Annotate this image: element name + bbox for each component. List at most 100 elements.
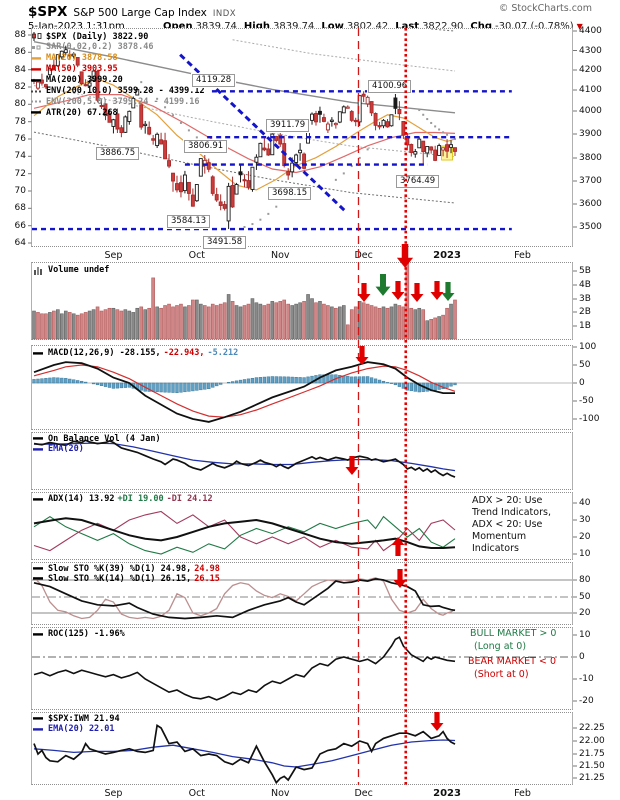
x-axis-month-label: Dec	[354, 249, 373, 261]
price-annotation: 3911.79	[266, 119, 310, 132]
adx-note-line5: Indicators	[472, 543, 519, 554]
price-right-axis-label: 4200	[579, 65, 602, 75]
main-legend-row: ATR(20) 67.268	[31, 108, 118, 118]
legend-text: On Balance Vol (4 Jan)	[48, 433, 161, 444]
macd-legend-row: MACD(12,26,9) -28.155, -22.943, -5.212	[33, 348, 238, 358]
price-right-axis-label: 3800	[579, 153, 602, 163]
price-left-axis-label: 84	[14, 64, 26, 75]
roc-legend-row: ROC(125) -1.96%	[33, 629, 125, 639]
price-left-axis-label: 88	[14, 30, 26, 40]
header-line1: $SPX S&P 500 Large Cap Index INDX	[28, 1, 236, 20]
price-left-axis-label: 76	[14, 134, 26, 144]
last-label: Last	[395, 21, 420, 32]
x-axis-month-label: 2023	[433, 249, 461, 261]
roc-bear-note-line2: (Short at 0)	[474, 669, 529, 680]
price-annotation: 3491.58	[203, 236, 247, 249]
price-annotation: 3806.91	[184, 140, 228, 153]
price-annotation: 4100.96	[368, 80, 412, 93]
legend-text: -22.943,	[163, 348, 205, 358]
ratio-axis-label: 22.25	[579, 723, 605, 733]
price-right-axis-label: 3600	[579, 199, 602, 209]
legend-text: ENV(200,10.0) 3599.28 - 4399.12	[46, 86, 205, 96]
price-right-axis-label: 4000	[579, 106, 602, 116]
price-right-axis-label: 3500	[579, 222, 602, 232]
adx-note-line4: Momentum	[472, 531, 527, 542]
legend-text: EMA(20) 22.01	[48, 724, 115, 735]
obv-legend-row: On Balance Vol (4 Jan)	[33, 434, 161, 444]
main-legend-row: MA(50) 3903.95	[31, 64, 118, 74]
chart-datetime: 5-Jan-2023 1:31pm	[28, 21, 125, 32]
bars-legend-icon	[34, 266, 42, 275]
roc-axis-label: 0	[579, 652, 585, 662]
legend-text: 24.98	[194, 563, 220, 574]
volume-axis-label: 1B	[579, 321, 591, 331]
price-left-axis-label: 78	[14, 116, 26, 127]
legend-text: EMA(20)	[48, 444, 84, 455]
ratio-axis-label: 21.25	[579, 773, 605, 783]
dots-legend-icon	[31, 100, 41, 103]
roc-axis-label: -20	[579, 696, 594, 706]
dots-legend-icon	[31, 90, 41, 92]
obv-legend-row: EMA(20)	[33, 444, 84, 454]
x-axis-month-label: Oct	[188, 249, 206, 261]
price-left-axis-label: 86	[14, 47, 26, 58]
price-left-axis-label: 70	[14, 186, 26, 196]
price-left-axis-label: 80	[14, 99, 26, 110]
price-annotation: 3886.75	[96, 147, 140, 160]
squares-legend-icon	[32, 45, 41, 50]
ratio-axis-label: 22.00	[579, 736, 605, 746]
exchange-label: INDX	[212, 9, 237, 19]
macd-axis-label: 50	[579, 360, 591, 370]
price-left-axis-label: 72	[14, 168, 26, 179]
ratio-axis-label: 21.50	[579, 761, 605, 771]
volume-legend-row: Volume undef	[33, 265, 109, 275]
price-annotation: 4119.28	[192, 74, 236, 87]
sto-axis-label: 80	[579, 575, 591, 585]
chg-label: Chg	[470, 21, 493, 32]
legend-text: $SPX (Daily) 3822.90	[46, 31, 149, 42]
legend-text: ENV(200,5.0) 3799.24 - 4199.16	[46, 96, 200, 107]
main-legend-row: ENV(200,5.0) 3799.24 - 4199.16	[31, 97, 200, 107]
dash-legend-icon	[33, 632, 43, 636]
low-value: 3802.42	[346, 21, 389, 32]
legend-text: ATR(20) 67.268	[46, 107, 118, 118]
price-annotation: 3698.15	[268, 187, 312, 200]
price-right-axis-label: 4100	[579, 85, 602, 95]
adx-note-line1: ADX > 20: Use	[472, 495, 543, 506]
high-value: 3839.74	[273, 21, 315, 32]
macd-axis-label: 100	[579, 342, 597, 352]
high-label: High	[243, 21, 270, 32]
sto-legend-row: Slow STO %K(39) %D(1) 24.98, 24.98	[33, 564, 220, 574]
iwm-legend-row: EMA(20) 22.01	[33, 724, 115, 734]
price-left-axis-label: 74	[14, 151, 26, 162]
symbol: $SPX	[28, 4, 68, 20]
dash-legend-icon	[33, 497, 43, 501]
roc-axis-label: 10	[579, 630, 591, 640]
macd-axis-label: -50	[579, 396, 594, 406]
adx-axis-label: 30	[579, 515, 591, 525]
price-right-axis-label: 3700	[579, 176, 602, 186]
x-axis-month-label: Feb	[514, 787, 531, 799]
main-legend-row: SAR(0.02,0.2) 3878.46	[31, 42, 153, 52]
dash-legend-icon	[33, 447, 43, 451]
legend-text: 26.15	[194, 573, 220, 584]
price-right-axis-label: 4400	[579, 26, 602, 36]
copyright: © StockCharts.com	[498, 3, 592, 14]
roc-bear-note-line1: BEAR MARKET < 0	[468, 656, 557, 667]
adx-legend-row: ADX(14) 13.92 +DI 19.00 -DI 24.12	[33, 494, 213, 504]
price-left-axis-label: 82	[14, 82, 26, 92]
chg-down-arrow-icon[interactable]: ▼	[576, 22, 583, 31]
x-axis-month-label: 2023	[433, 787, 461, 799]
header-line2: 5-Jan-2023 1:31pm Open 3839.74 High 3839.74 L…	[28, 14, 583, 33]
price-left-axis-label: 66	[14, 220, 26, 231]
last-value: 3822.90	[422, 21, 464, 32]
legend-text: MA(200) 3999.20	[46, 75, 123, 86]
legend-text: Slow STO %K(39) %D(1) 24.98,	[48, 563, 192, 574]
adx-note-line2: Trend Indicators,	[472, 507, 551, 518]
adx-axis-label: 40	[579, 498, 591, 508]
dash-legend-icon	[33, 727, 43, 731]
legend-text: SAR(0.02,0.2) 3878.46	[46, 42, 154, 53]
candle-legend-icon	[32, 32, 42, 41]
main-legend-row: $SPX (Daily) 3822.90	[31, 32, 148, 42]
open-label: Open	[163, 21, 193, 32]
